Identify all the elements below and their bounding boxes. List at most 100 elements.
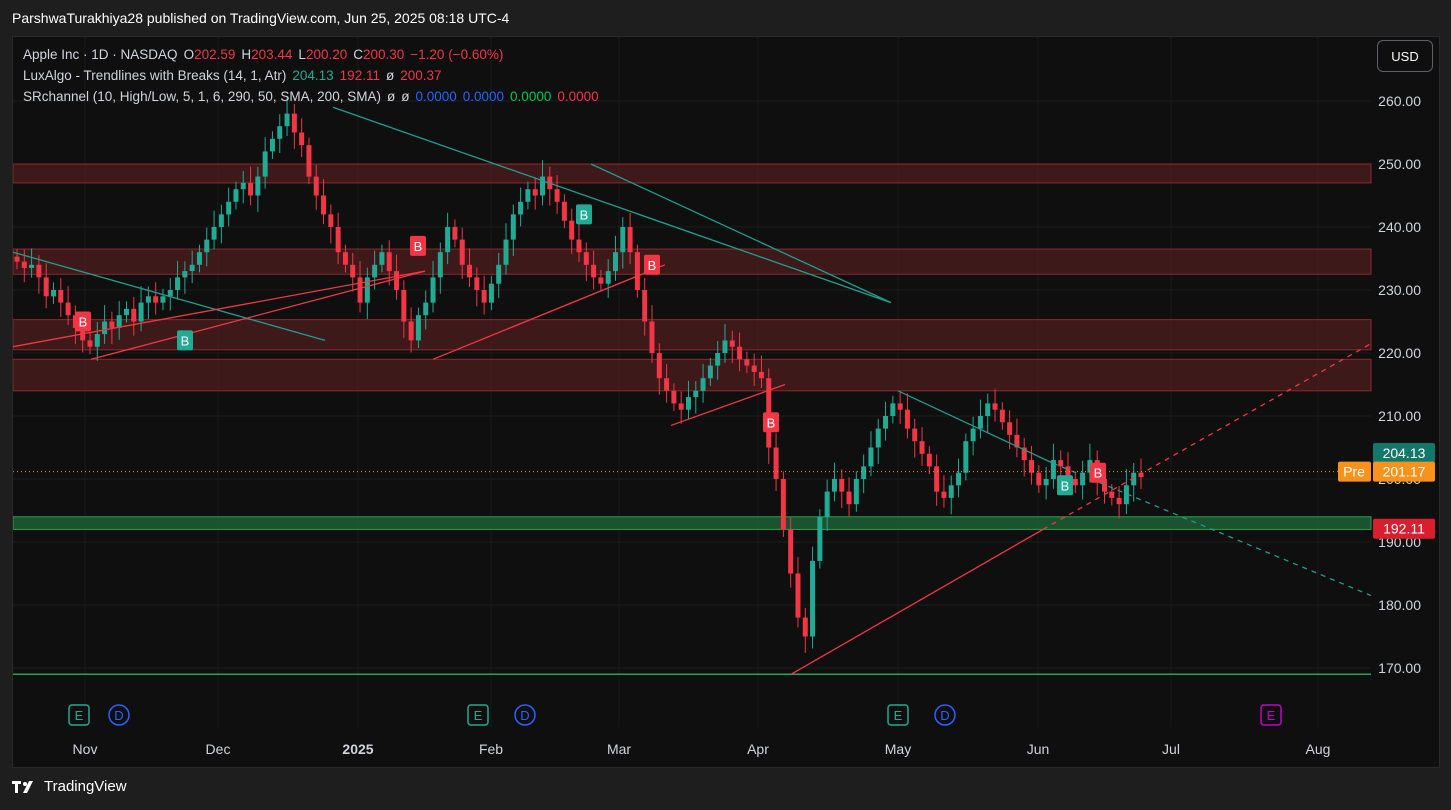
candle-body[interactable] <box>810 560 816 637</box>
candle-body[interactable] <box>299 132 305 146</box>
candle-body[interactable] <box>897 403 903 410</box>
candle-body[interactable] <box>1072 479 1078 486</box>
candle-body[interactable] <box>1109 491 1115 498</box>
candle-body[interactable] <box>671 390 677 404</box>
candle-body[interactable] <box>934 466 940 492</box>
candle-body[interactable] <box>36 264 42 278</box>
candle-body[interactable] <box>109 321 115 328</box>
candle-body[interactable] <box>284 113 290 127</box>
candle-body[interactable] <box>751 365 757 372</box>
candle-body[interactable] <box>313 176 319 196</box>
candle-body[interactable] <box>664 378 670 391</box>
candle-body[interactable] <box>277 126 283 139</box>
candle-body[interactable] <box>773 447 779 480</box>
candle-body[interactable] <box>919 441 925 454</box>
candle-body[interactable] <box>890 403 896 416</box>
candle-body[interactable] <box>861 466 867 479</box>
candle-body[interactable] <box>423 302 429 316</box>
candle-body[interactable] <box>335 227 341 253</box>
candle-body[interactable] <box>627 227 633 253</box>
candle-body[interactable] <box>102 321 108 335</box>
candle-body[interactable] <box>1007 422 1013 435</box>
candle-body[interactable] <box>605 271 611 284</box>
candle-body[interactable] <box>211 227 217 240</box>
break-label-marker[interactable] <box>410 235 426 256</box>
break-label-marker[interactable] <box>177 330 193 351</box>
candle-body[interactable] <box>481 290 487 303</box>
candle-body[interactable] <box>583 252 589 265</box>
candle-body[interactable] <box>612 252 618 272</box>
candle-body[interactable] <box>350 264 356 278</box>
dividend-marker-icon[interactable] <box>934 704 956 726</box>
candle-body[interactable] <box>853 479 859 505</box>
candle-body[interactable] <box>875 428 881 448</box>
candle-body[interactable] <box>904 409 910 429</box>
candle-body[interactable] <box>21 261 27 268</box>
dividend-marker-icon[interactable] <box>514 704 536 726</box>
candle-body[interactable] <box>992 403 998 410</box>
candle-body[interactable] <box>503 239 509 265</box>
candle-body[interactable] <box>707 365 713 379</box>
candle-body[interactable] <box>839 479 845 492</box>
candle-body[interactable] <box>94 334 100 347</box>
candle-body[interactable] <box>87 340 93 347</box>
candle-body[interactable] <box>693 390 699 398</box>
candle-body[interactable] <box>678 403 684 410</box>
candle-body[interactable] <box>328 214 334 227</box>
candle-body[interactable] <box>467 264 473 278</box>
candle-body[interactable] <box>956 472 962 486</box>
candle-body[interactable] <box>685 397 691 410</box>
candle-body[interactable] <box>926 453 932 467</box>
break-label-marker[interactable] <box>644 254 660 275</box>
candle-body[interactable] <box>269 138 275 152</box>
candle-body[interactable] <box>846 491 852 505</box>
candle-body[interactable] <box>758 371 764 379</box>
candle-body[interactable] <box>401 290 407 322</box>
candle-body[interactable] <box>437 252 443 278</box>
candle-body[interactable] <box>561 201 567 221</box>
candle-body[interactable] <box>182 271 188 278</box>
candle-body[interactable] <box>445 227 451 253</box>
candle-body[interactable] <box>488 283 494 303</box>
candle-body[interactable] <box>744 359 750 366</box>
candle-body[interactable] <box>795 573 801 618</box>
candle-body[interactable] <box>817 516 823 561</box>
candle-body[interactable] <box>357 277 363 303</box>
earnings-marker-icon[interactable] <box>887 704 909 726</box>
currency-button[interactable]: USD <box>1377 40 1433 72</box>
earnings-marker-icon[interactable] <box>1260 704 1282 726</box>
candle-body[interactable] <box>948 485 954 498</box>
candle-body[interactable] <box>415 315 421 341</box>
candle-body[interactable] <box>1102 479 1108 492</box>
candle-body[interactable] <box>43 277 49 297</box>
candle-body[interactable] <box>729 340 735 347</box>
candle-body[interactable] <box>145 296 151 303</box>
candle-body[interactable] <box>189 264 195 272</box>
candle-body[interactable] <box>656 353 662 379</box>
candle-body[interactable] <box>518 201 524 215</box>
candle-body[interactable] <box>576 239 582 253</box>
candle-body[interactable] <box>58 290 64 303</box>
candle-body[interactable] <box>802 617 808 637</box>
candle-body[interactable] <box>883 416 889 429</box>
candle-body[interactable] <box>291 113 297 133</box>
candle-body[interactable] <box>306 145 312 177</box>
candle-body[interactable] <box>985 403 991 416</box>
candle-body[interactable] <box>233 189 239 202</box>
break-label-marker[interactable] <box>75 311 91 332</box>
dividend-marker-icon[interactable] <box>108 704 130 726</box>
candle-body[interactable] <box>868 447 874 467</box>
candle-body[interactable] <box>379 252 385 265</box>
candle-body[interactable] <box>1014 434 1020 448</box>
candle-body[interactable] <box>700 378 706 391</box>
candle-body[interactable] <box>153 296 159 303</box>
candle-body[interactable] <box>14 256 20 262</box>
candle-body[interactable] <box>780 479 786 530</box>
earnings-marker-icon[interactable] <box>467 704 489 726</box>
candle-body[interactable] <box>240 182 246 190</box>
candle-body[interactable] <box>1123 485 1129 505</box>
candle-body[interactable] <box>1043 479 1049 486</box>
candle-body[interactable] <box>116 315 122 328</box>
candle-body[interactable] <box>131 308 137 322</box>
candle-body[interactable] <box>788 529 794 574</box>
